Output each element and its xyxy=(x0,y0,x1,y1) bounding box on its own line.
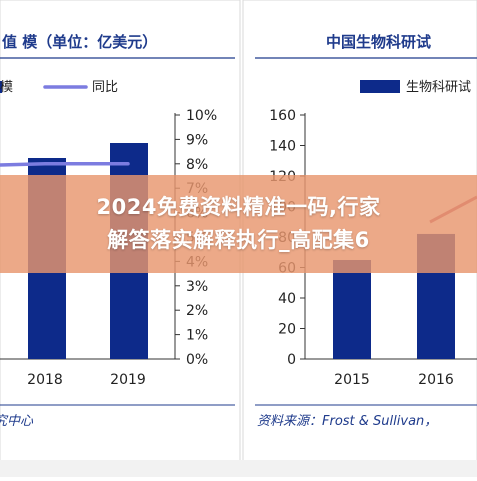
left-yoy-line xyxy=(0,162,130,167)
right-y-tick-label: 40 xyxy=(278,291,296,307)
left-x-tick-label: 2019 xyxy=(110,372,146,388)
right-y-tick-label: 0 xyxy=(287,352,296,368)
right-chart-header: 中国生物科研试 xyxy=(326,33,431,51)
left-y2-tick-label: 8% xyxy=(186,157,208,173)
left-legend-bar-label: 模 xyxy=(0,80,13,95)
right-y-tick-label: 20 xyxy=(278,322,296,338)
banner-line-1: 2024免费资料精准一码,行家 xyxy=(96,195,381,219)
left-legend-line-label: 同比 xyxy=(92,80,118,95)
right-bar-2015 xyxy=(333,260,371,359)
right-legend-bar-label: 生物科研试 xyxy=(406,80,471,95)
left-y2-tick-label: 10% xyxy=(186,108,217,124)
left-x-tick-label: 2018 xyxy=(27,372,63,388)
left-y2-tick-label: 3% xyxy=(186,279,208,295)
right-source-text: 资料来源：Frost & Sullivan， xyxy=(257,414,437,429)
left-y2-tick-label: 0% xyxy=(186,352,208,368)
banner-line-2: 解答落实解释执行_高配集6 xyxy=(107,228,370,252)
right-x-tick-label: 2015 xyxy=(334,372,370,388)
left-source-text: 究中心 xyxy=(0,413,34,429)
left-chart-header: 值 模（单位：亿美元） xyxy=(2,33,157,51)
right-y-tick-label: 140 xyxy=(269,139,296,155)
right-y-tick-label: 160 xyxy=(269,108,296,124)
left-y2-tick-label: 2% xyxy=(186,303,208,319)
promo-banner: 2024免费资料精准一码,行家 解答落实解释执行_高配集6 xyxy=(0,175,477,273)
left-legend-bar-swatch xyxy=(0,81,2,93)
right-x-tick-label: 2016 xyxy=(418,372,454,388)
left-y2-tick-label: 1% xyxy=(186,328,208,344)
right-legend-bar-swatch xyxy=(360,80,400,93)
left-y2-tick-label: 9% xyxy=(186,132,208,148)
